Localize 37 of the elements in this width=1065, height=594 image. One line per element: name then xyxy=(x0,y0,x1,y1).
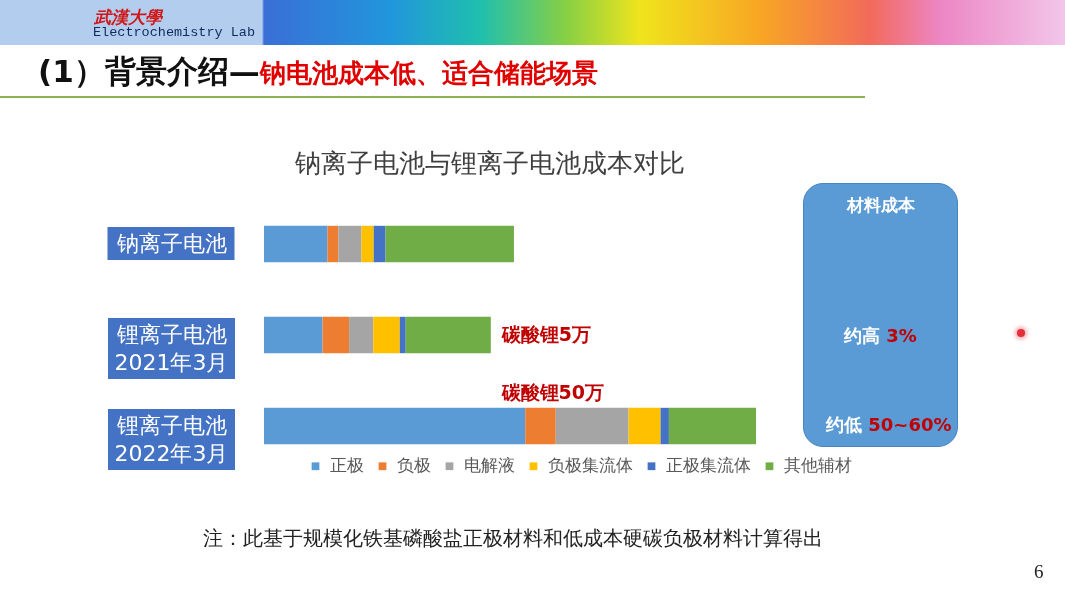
chart-title: 钠离子电池与锂离子电池成本对比 xyxy=(294,147,685,178)
bar xyxy=(555,407,629,445)
text: 注：此基于规模化铁基磷酸盐正极材料和低成本硬碳负极材料计算得出 xyxy=(203,526,823,552)
text-card: 材料成本 约高 3% 约低 50~60% xyxy=(803,183,958,447)
bar xyxy=(264,407,526,445)
text: 钠电池成本低、适合储能场景 xyxy=(259,57,598,90)
bar xyxy=(525,407,556,445)
bar xyxy=(373,225,386,263)
bar xyxy=(385,225,514,263)
text: 武漢大學 xyxy=(94,6,162,27)
bar xyxy=(399,316,406,354)
text: Electrochemistry Lab xyxy=(93,25,256,40)
bar xyxy=(264,225,328,263)
bar xyxy=(373,316,400,354)
legend-label: 电解液 xyxy=(464,455,515,476)
bar xyxy=(327,225,339,263)
bar xyxy=(322,316,350,354)
legend-label: 负极集流体 xyxy=(548,455,633,476)
legend-label: 其他辅材 xyxy=(784,455,852,476)
text: (1）背景介绍— xyxy=(38,52,260,91)
y-tick-label: 锂离子电池 2022年3月 xyxy=(114,413,229,466)
bar xyxy=(264,316,323,354)
legend-label: 正极 xyxy=(330,455,364,476)
bar xyxy=(668,407,756,445)
annotation: 碳酸锂5万 xyxy=(500,323,592,345)
legend-label: 负极 xyxy=(397,455,431,476)
annotation: 碳酸锂50万 xyxy=(500,381,605,403)
y-tick-label: 锂离子电池 2021年3月 xyxy=(114,322,229,375)
y-tick-label: 钠离子电池 xyxy=(115,231,227,256)
bar xyxy=(349,316,374,354)
bar xyxy=(405,316,491,354)
bar xyxy=(660,407,669,445)
bar xyxy=(338,225,362,263)
text: 6 xyxy=(1034,561,1044,583)
bar xyxy=(361,225,374,263)
bar xyxy=(628,407,661,445)
legend-label: 正极集流体 xyxy=(666,455,751,476)
